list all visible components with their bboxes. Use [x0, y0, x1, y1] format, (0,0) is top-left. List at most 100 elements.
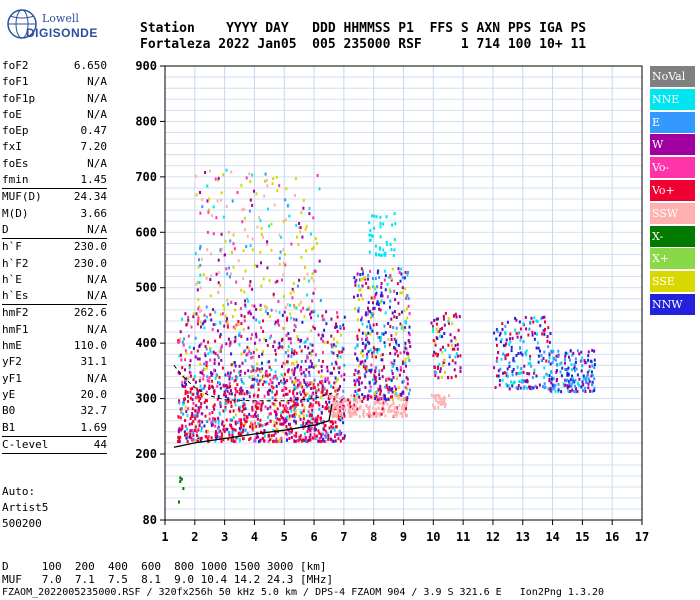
param-value: 110.0: [73, 339, 107, 353]
echo-point: [291, 296, 294, 300]
echo-point: [366, 340, 369, 344]
param-name: MUF(D): [2, 190, 42, 204]
echo-point: [342, 421, 345, 425]
echo-point: [181, 340, 184, 344]
echo-point: [496, 343, 498, 347]
echo-point: [219, 335, 221, 339]
echo-point: [218, 381, 221, 385]
echo-point: [367, 286, 370, 290]
echo-point: [199, 384, 202, 388]
echo-point: [230, 363, 233, 367]
echo-point: [272, 376, 275, 380]
echo-point: [433, 350, 436, 354]
echo-point: [257, 422, 260, 426]
echo-point: [328, 426, 331, 430]
echo-point: [337, 417, 340, 421]
echo-point: [271, 402, 274, 405]
echo-point: [403, 397, 406, 401]
echo-point: [311, 392, 314, 396]
echo-point: [251, 405, 254, 409]
echo-point: [366, 336, 369, 340]
echo-point: [200, 436, 203, 440]
echo-point: [436, 394, 439, 397]
echo-point: [321, 318, 324, 322]
echo-point: [368, 381, 371, 385]
x-tick-label: 13: [516, 530, 530, 544]
echo-point: [383, 269, 386, 273]
echo-point: [393, 409, 396, 413]
echo-point: [217, 419, 220, 423]
echo-point: [190, 414, 193, 418]
echo-point: [341, 436, 344, 440]
echo-point: [519, 346, 522, 350]
echo-point: [184, 397, 186, 401]
echo-point: [298, 414, 301, 418]
echo-point: [293, 352, 295, 356]
echo-point: [389, 325, 392, 328]
echo-point: [357, 284, 360, 288]
echo-point: [253, 377, 256, 381]
echo-point: [339, 418, 342, 422]
param-value: 1.69: [80, 420, 108, 434]
echo-point: [335, 325, 338, 329]
echo-point: [394, 222, 397, 226]
echo-point: [580, 359, 583, 363]
echo-point: [262, 319, 264, 323]
echo-point: [199, 439, 202, 443]
echo-point: [341, 413, 344, 416]
echo-point: [590, 370, 593, 374]
echo-point: [274, 348, 277, 352]
echo-point: [220, 432, 223, 436]
echo-point: [277, 323, 280, 327]
echo-point: [518, 380, 521, 384]
echo-point: [441, 400, 444, 404]
echo-point: [306, 392, 309, 396]
echo-point: [198, 419, 201, 423]
echo-point: [358, 306, 360, 310]
echo-point: [339, 397, 342, 401]
echo-point: [576, 349, 579, 353]
echo-point: [575, 387, 577, 391]
echo-point: [387, 322, 390, 325]
echo-point: [506, 384, 509, 388]
echo-point: [292, 372, 295, 376]
echo-point: [560, 390, 563, 394]
echo-point: [227, 373, 230, 377]
echo-point: [406, 294, 409, 297]
echo-point: [268, 315, 271, 318]
echo-point: [211, 372, 214, 376]
echo-point: [248, 395, 251, 398]
echo-point: [304, 393, 307, 397]
echo-point: [390, 317, 393, 321]
echo-point: [390, 361, 393, 365]
echo-point: [430, 393, 433, 397]
echo-point: [364, 346, 367, 350]
echo-point: [210, 371, 212, 375]
echo-point: [283, 385, 286, 389]
echo-point: [307, 410, 310, 414]
echo-point: [327, 436, 330, 440]
param-row: foE N/A: [2, 107, 107, 123]
echo-point: [261, 424, 264, 428]
echo-point: [315, 242, 318, 245]
echo-point: [185, 323, 188, 327]
echo-point: [522, 386, 525, 390]
echo-point: [584, 386, 587, 390]
echo-point: [214, 352, 217, 356]
echo-point: [343, 436, 346, 440]
echo-point: [207, 440, 210, 444]
echo-point: [395, 394, 398, 398]
echo-point: [347, 398, 350, 402]
echo-point: [502, 344, 505, 348]
echo-point: [302, 198, 305, 202]
echo-point: [385, 398, 388, 402]
echo-point: [548, 356, 551, 360]
echo-point: [268, 224, 270, 228]
echo-point: [219, 349, 222, 353]
echo-point: [296, 363, 299, 367]
echo-point: [378, 373, 381, 377]
echo-point: [390, 369, 393, 373]
echo-point: [457, 328, 460, 332]
echo-point: [498, 333, 501, 337]
echo-point: [448, 321, 450, 325]
